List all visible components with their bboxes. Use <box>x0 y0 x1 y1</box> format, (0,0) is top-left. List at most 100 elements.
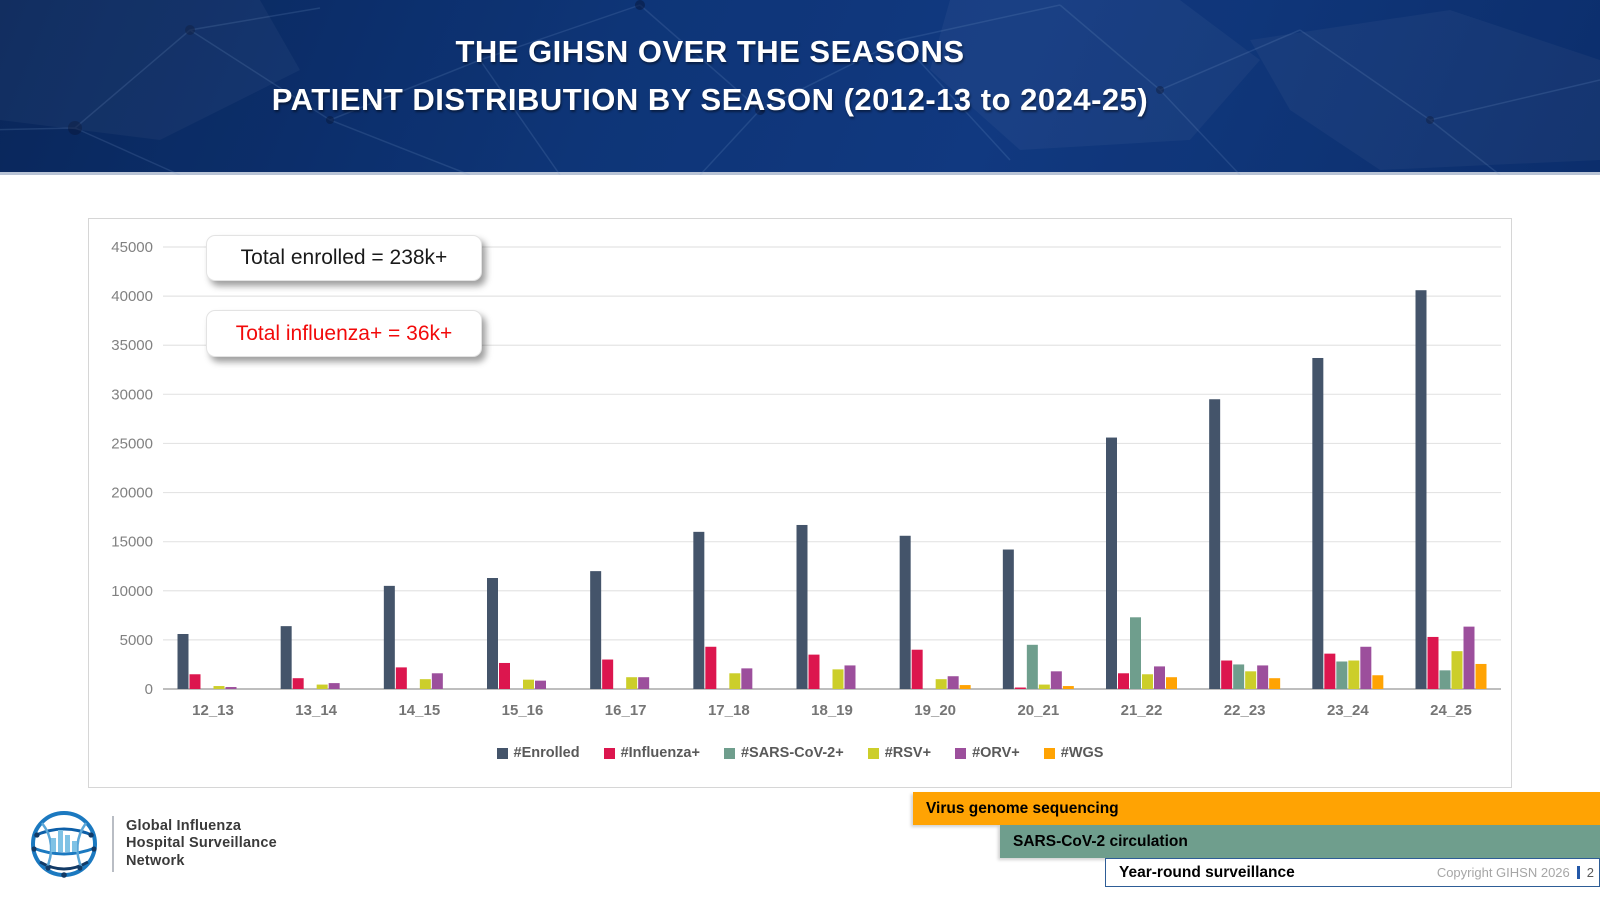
bar-enrolled-21_22 <box>1106 437 1117 689</box>
bar-enrolled-20_21 <box>1002 549 1014 689</box>
bar-enrolled-12_13 <box>177 633 189 689</box>
legend-item-orv: #ORV+ <box>955 745 1020 761</box>
legend-label: #WGS <box>1060 745 1104 761</box>
legend-swatch <box>496 747 508 759</box>
y-axis-tick-label: 45000 <box>111 239 153 256</box>
bar-enrolled-19_20 <box>899 535 911 689</box>
legend-swatch <box>723 747 735 759</box>
bar-sars-cov-2-20_21 <box>1026 644 1038 689</box>
legend-label: #ORV+ <box>972 745 1020 761</box>
bar-influenza-17_18 <box>705 646 717 689</box>
legend-item-sars-cov-2: #SARS-CoV-2+ <box>723 745 844 761</box>
legend-item-enrolled: #Enrolled <box>496 745 580 761</box>
x-axis-tick-label: 24_25 <box>1430 702 1472 719</box>
bar-rsv-23_24 <box>1348 660 1360 689</box>
bar-sars-cov-2-24_25 <box>1439 670 1451 689</box>
bar-enrolled-17_18 <box>693 531 705 689</box>
y-axis-tick-label: 40000 <box>111 288 153 305</box>
bar-influenza-21_22 <box>1118 673 1129 689</box>
x-axis-tick-label: 17_18 <box>708 702 750 719</box>
callout-total-influenza-text: Total influenza+ = 36k+ <box>235 321 453 345</box>
bar-influenza-24_25 <box>1427 636 1439 689</box>
logo-text-line1: Global Influenza <box>126 817 242 834</box>
bar-rsv-13_14 <box>316 684 328 689</box>
bar-rsv-12_13 <box>213 686 225 689</box>
banner-sars-cov-2-circulation: SARS-CoV-2 circulation <box>1000 825 1600 858</box>
bar-orv-22_23 <box>1257 665 1269 689</box>
y-axis-tick-label: 25000 <box>111 435 153 452</box>
bar-influenza-19_20 <box>911 649 923 689</box>
bar-orv-20_21 <box>1050 671 1062 689</box>
bar-enrolled-13_14 <box>280 626 292 689</box>
banner-year-round-surveillance: Year-round surveillance Copyright GIHSN … <box>1105 858 1600 887</box>
bar-wgs-21_22 <box>1166 677 1177 689</box>
banner-year-round-surveillance-label: Year-round surveillance <box>1119 863 1295 881</box>
bar-influenza-23_24 <box>1324 653 1336 689</box>
bar-sars-cov-2-22_23 <box>1233 664 1245 689</box>
logo-text-line3: Network <box>126 852 185 869</box>
x-axis-tick-label: 19_20 <box>914 702 956 719</box>
header-banner: THE GIHSN OVER THE SEASONS PATIENT DISTR… <box>0 0 1600 175</box>
bar-rsv-22_23 <box>1245 671 1257 689</box>
bar-orv-14_15 <box>431 673 443 689</box>
bar-orv-18_19 <box>844 665 856 689</box>
bar-rsv-18_19 <box>832 669 844 689</box>
callout-total-enrolled: Total enrolled = 238k+ <box>206 235 482 281</box>
page-number: 2 <box>1586 865 1594 880</box>
bar-orv-24_25 <box>1463 626 1475 689</box>
bar-orv-19_20 <box>947 676 959 689</box>
title-line-1: THE GIHSN OVER THE SEASONS <box>455 34 965 69</box>
legend-item-rsv: #RSV+ <box>867 745 932 761</box>
bar-enrolled-23_24 <box>1312 357 1324 689</box>
bar-sars-cov-2-21_22 <box>1130 617 1141 689</box>
banner-virus-genome-sequencing-label: Virus genome sequencing <box>926 799 1119 817</box>
y-axis-tick-label: 0 <box>145 681 153 698</box>
bar-rsv-17_18 <box>729 673 741 689</box>
x-axis-tick-label: 18_19 <box>811 702 853 719</box>
bar-orv-15_16 <box>535 680 546 689</box>
copyright-text: Copyright GIHSN 2026 <box>1436 865 1570 880</box>
x-axis-tick-label: 13_14 <box>295 702 337 719</box>
gihsn-globe-icon <box>31 811 97 878</box>
y-axis-tick-label: 5000 <box>120 632 153 649</box>
legend-swatch <box>603 747 615 759</box>
bar-influenza-20_21 <box>1014 687 1026 689</box>
bar-sars-cov-2-23_24 <box>1336 661 1348 689</box>
bar-influenza-22_23 <box>1221 660 1233 689</box>
legend-label: #Enrolled <box>513 745 580 761</box>
bar-orv-12_13 <box>225 687 237 689</box>
logo-text: Global Influenza Hospital Surveillance N… <box>126 818 277 871</box>
bar-influenza-16_17 <box>602 659 614 689</box>
x-axis-tick-label: 15_16 <box>502 702 544 719</box>
legend-label: #RSV+ <box>884 745 932 761</box>
bar-enrolled-22_23 <box>1209 399 1221 689</box>
callout-total-influenza: Total influenza+ = 36k+ <box>206 310 482 357</box>
legend-swatch <box>1043 747 1055 759</box>
y-axis-tick-label: 15000 <box>111 534 153 551</box>
bar-influenza-12_13 <box>189 674 201 689</box>
y-axis-tick-label: 35000 <box>111 337 153 354</box>
bar-wgs-24_25 <box>1475 663 1487 689</box>
bar-enrolled-15_16 <box>487 578 498 689</box>
legend-swatch <box>955 747 967 759</box>
x-axis-tick-label: 21_22 <box>1121 702 1163 719</box>
chart-container: 0 5000 10000 15000 20000 25000 30000 35000 40000… <box>88 218 1512 788</box>
bar-orv-17_18 <box>741 668 753 689</box>
copyright-separator <box>1576 866 1580 879</box>
bar-wgs-20_21 <box>1062 686 1074 689</box>
callout-total-enrolled-text: Total enrolled = 238k+ <box>240 246 448 269</box>
bar-influenza-15_16 <box>499 662 510 689</box>
bar-influenza-18_19 <box>808 654 820 689</box>
logo-separator <box>112 816 114 872</box>
x-axis-tick-label: 16_17 <box>605 702 647 719</box>
bar-enrolled-14_15 <box>383 585 395 689</box>
x-axis-tick-label: 23_24 <box>1327 702 1369 719</box>
legend-label: #SARS-CoV-2+ <box>740 745 844 761</box>
x-axis-tick-label: 22_23 <box>1224 702 1266 719</box>
page-title: THE GIHSN OVER THE SEASONS PATIENT DISTR… <box>0 28 1420 124</box>
legend-item-wgs: #WGS <box>1043 745 1104 761</box>
legend-swatch <box>867 747 879 759</box>
chart-legend: #Enrolled #Influenza+ #SARS-CoV-2+ #RSV+ #OR… <box>89 745 1511 761</box>
legend-label: #Influenza+ <box>620 745 700 761</box>
